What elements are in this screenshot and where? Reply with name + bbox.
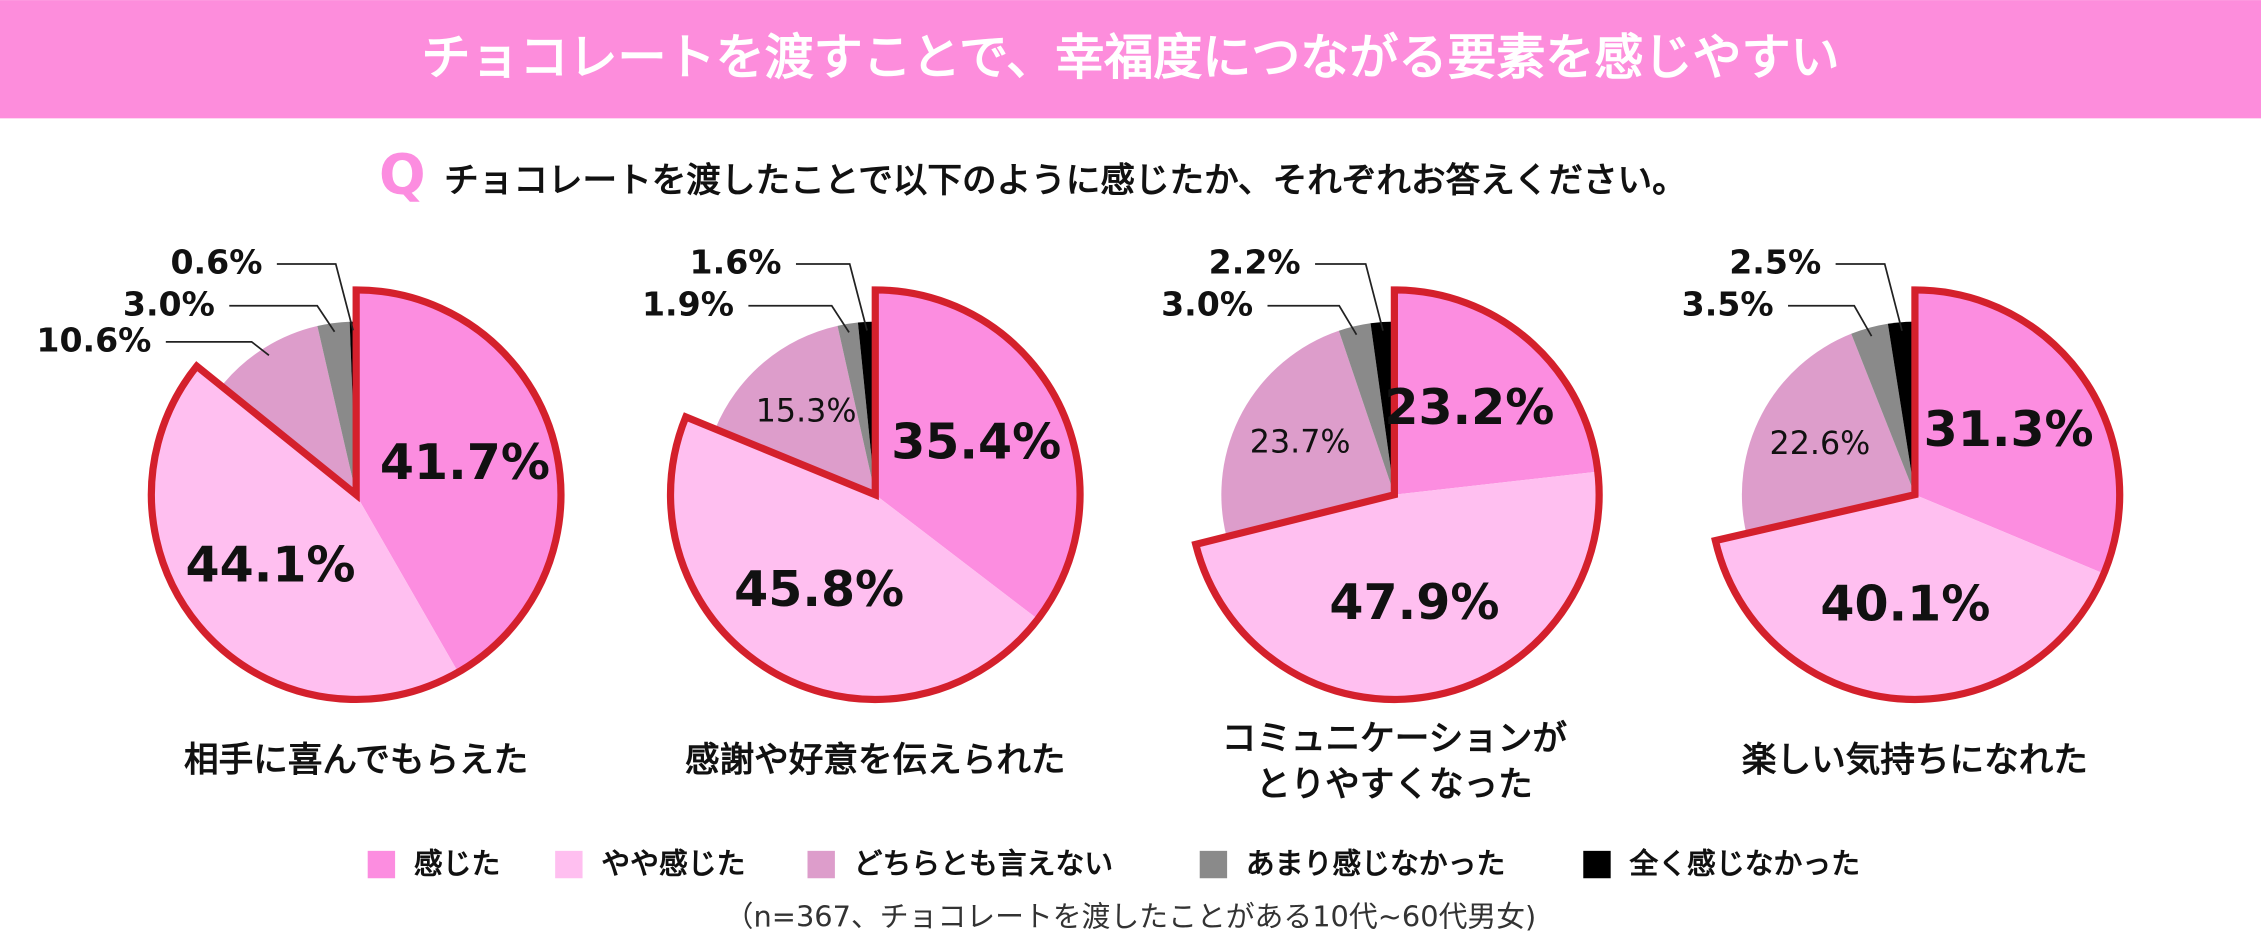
pie-slice — [1221, 330, 1395, 537]
pie-title: 感謝や好意を伝えられた — [685, 740, 1066, 780]
legend-swatch — [367, 850, 396, 879]
leader-line — [1788, 304, 1873, 337]
slice-label: 2.5% — [1729, 242, 1821, 281]
slice-label: 35.4% — [891, 412, 1061, 470]
slice-label: 41.7% — [380, 433, 550, 491]
pie-slice — [670, 416, 1038, 700]
slice-label: 10.6% — [36, 320, 151, 359]
slice-label: 47.9% — [1329, 573, 1499, 631]
slice-label: 23.7% — [1250, 424, 1351, 460]
highlight-outline — [1191, 286, 1603, 704]
pie-slice — [356, 289, 561, 673]
legend-swatch — [1199, 850, 1228, 879]
leader-line — [748, 304, 850, 333]
slice-label: 1.9% — [642, 284, 734, 323]
pie-slice — [875, 289, 1081, 620]
pie-title: 楽しい気持ちになれた — [1742, 740, 2088, 780]
pie-slice — [857, 321, 876, 495]
legend-label: やや感じた — [601, 846, 745, 880]
leader-line — [276, 263, 354, 331]
pie-title: 相手に喜んでもらえた — [184, 740, 528, 780]
header-band — [0, 0, 2261, 119]
legend-label: あまり感じなかった — [1246, 846, 1505, 880]
pie-title: コミュニケーションが — [1222, 719, 1568, 759]
slice-label: 44.1% — [185, 535, 355, 593]
pie-slice — [1741, 333, 1915, 534]
leader-line — [1267, 304, 1358, 336]
pie-slice — [221, 326, 357, 495]
slice-label: 23.2% — [1384, 378, 1554, 436]
pie-slice — [715, 325, 876, 495]
slice-label: 22.6% — [1770, 426, 1871, 462]
question-text: チョコレートを渡したことで以下のように感じたか、それぞれお答えください。 — [444, 161, 1687, 201]
slice-label: 45.8% — [734, 560, 904, 618]
legend-swatch — [807, 850, 835, 879]
legend-label: 全く感じなかった — [1628, 846, 1860, 880]
slice-label: 0.6% — [170, 242, 262, 281]
question-mark: Q — [379, 143, 426, 207]
slice-label: 31.3% — [1924, 400, 2094, 458]
legend-label: 感じた — [414, 846, 501, 880]
pie-title: とりやすくなった — [1256, 765, 1533, 805]
highlight-outline — [1711, 286, 2124, 704]
slice-label: 3.0% — [1161, 284, 1253, 323]
pie-slice — [1887, 321, 1915, 495]
pie-slice — [837, 322, 876, 495]
pie-slice — [1715, 494, 2104, 700]
legend-label: どちらとも言えない — [854, 846, 1113, 880]
slice-label: 1.6% — [690, 242, 782, 281]
leader-line — [229, 304, 336, 333]
slice-label: 2.2% — [1209, 242, 1301, 281]
leader-line — [795, 263, 868, 331]
header-title: チョコレートを渡すことで、幸福度につながる要素を感じやすい — [421, 28, 1839, 86]
pie-slice — [1851, 323, 1915, 495]
pie-slice — [151, 366, 459, 700]
highlight-outline — [147, 286, 565, 704]
legend-swatch — [1583, 850, 1611, 879]
footnote: （n=367、チョコレートを渡したことがある10代~60代男女) — [725, 900, 1537, 934]
slice-label: 40.1% — [1820, 574, 1990, 632]
slice-label: 15.3% — [756, 394, 857, 430]
pie-slice — [1370, 321, 1395, 495]
leader-line — [1315, 263, 1384, 331]
pie-slice — [1195, 471, 1600, 700]
leader-line — [1835, 263, 1903, 332]
leader-line — [165, 340, 270, 357]
legend-swatch — [555, 850, 583, 879]
slice-label: 3.5% — [1682, 284, 1774, 323]
pie-slice — [1394, 289, 1598, 495]
pie-slice — [317, 321, 357, 495]
highlight-outline — [666, 286, 1084, 704]
slice-label: 3.0% — [123, 284, 215, 323]
pie-slice — [1338, 323, 1395, 495]
